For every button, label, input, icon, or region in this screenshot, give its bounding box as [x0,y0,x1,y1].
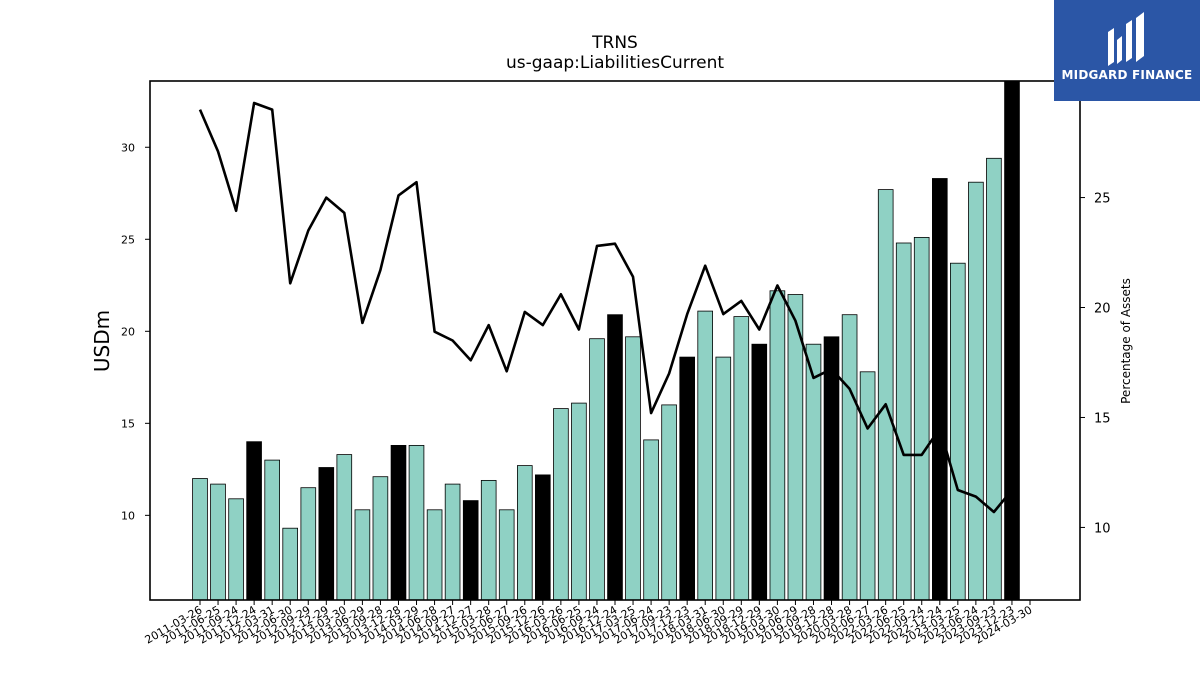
chart-title: TRNS [591,33,638,53]
bar [192,478,208,601]
bar [643,439,659,601]
y-tick-label: 20 [121,325,135,338]
bar [372,476,389,601]
bar [895,242,912,601]
percentage-line [198,101,1014,514]
bar [535,474,551,601]
bar [517,465,533,601]
y2-tick-label: 10 [1094,521,1111,536]
y-tick-label: 30 [121,141,135,154]
bar [751,343,768,601]
bar [336,454,353,601]
bar [480,479,497,601]
bar [228,498,244,601]
bar [589,338,605,601]
bar [986,157,1002,601]
bar [462,500,479,601]
bar [859,371,876,601]
bar [715,356,732,601]
bar [246,441,262,601]
bar [769,290,786,601]
bar [607,314,623,601]
midgard-mh-logo-icon [1108,12,1144,66]
bar [805,343,822,601]
y-tick-label: 25 [121,233,135,246]
bar [390,444,407,601]
bar [282,527,298,601]
chart-subtitle: us-gaap:LiabilitiesCurrent [506,53,724,73]
bar [661,404,677,601]
bar [444,483,461,601]
bar [553,408,569,601]
bar [950,262,966,601]
y2-tick-label: 15 [1094,411,1111,426]
y2-tick-label: 25 [1094,192,1111,207]
bar [968,181,984,601]
bar [932,178,948,601]
bar [733,316,750,601]
bar [300,487,317,601]
bar [210,483,226,601]
brand-logo: MIDGARD FINANCE [1054,0,1200,101]
bar [408,444,425,601]
brand-name: MIDGARD FINANCE [1061,68,1193,82]
bar [679,356,695,601]
bar [426,509,443,601]
bar [913,236,930,601]
bar-series [192,80,1020,601]
y-axis-left: 10 15 20 25 30 [121,141,150,522]
bar [264,459,280,601]
y-axis-label: USDm [90,310,114,372]
bar [318,467,335,601]
y-tick-label: 15 [121,417,135,430]
bar [498,509,515,601]
bar [625,336,641,601]
bar [697,310,713,601]
bar [1004,80,1020,601]
bar [354,509,371,601]
y2-tick-label: 20 [1094,302,1111,317]
y-axis-right: 10 15 20 25 [1080,192,1111,536]
bar [571,402,587,601]
bar [841,314,858,601]
bar [877,189,894,601]
y2-axis-label: Percentage of Assets [1119,278,1133,404]
y-tick-label: 10 [121,509,135,522]
x-axis: 2011-03-262011-06-252011-09-242011-12-24… [143,600,1035,647]
